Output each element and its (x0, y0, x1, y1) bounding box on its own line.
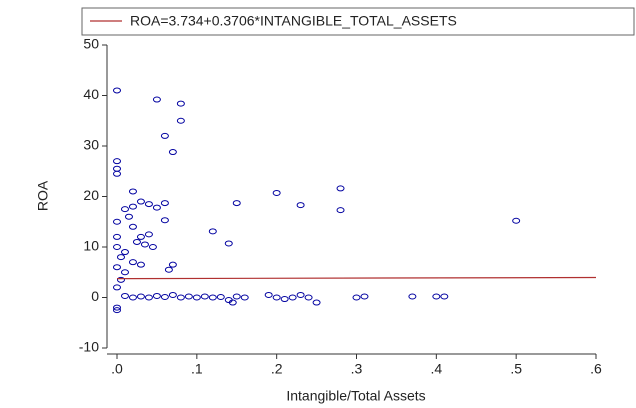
scatter-point (228, 299, 237, 306)
y-tick-label: -10 (79, 339, 99, 355)
scatter-point (128, 223, 137, 230)
scatter-point (192, 294, 201, 301)
scatter-point (336, 185, 345, 192)
scatter-point (136, 261, 145, 268)
scatter-point (120, 269, 129, 276)
scatter-point (168, 261, 177, 268)
scatter-point (264, 291, 273, 298)
scatter-point (432, 293, 441, 300)
scatter-point (232, 293, 241, 300)
scatter-point (296, 291, 305, 298)
legend-label: ROA=3.734+0.3706*INTANGIBLE_TOTAL_ASSETS (130, 13, 457, 29)
x-tick-label: .6 (590, 361, 602, 377)
scatter-point (224, 240, 233, 247)
scatter-point (140, 241, 149, 248)
scatter-point (128, 188, 137, 195)
scatter-point (152, 204, 161, 211)
scatter-point (136, 233, 145, 240)
scatter-point (132, 238, 141, 245)
y-tick-label: 10 (83, 238, 99, 254)
scatter-point (128, 203, 137, 210)
scatter-point (164, 266, 173, 273)
scatter-point (124, 213, 133, 220)
scatter-point (216, 293, 225, 300)
scatter-point (113, 170, 121, 177)
scatter-point (280, 296, 289, 303)
scatter-point (113, 218, 121, 225)
scatter-point (184, 293, 193, 300)
scatter-point (113, 264, 121, 271)
scatter-point (168, 149, 177, 156)
scatter-point (352, 294, 361, 301)
scatter-point (120, 292, 129, 299)
scatter-point (160, 132, 169, 139)
scatter-point (120, 249, 129, 256)
scatter-point (136, 293, 145, 300)
scatter-point (208, 228, 217, 235)
scatter-point (312, 299, 321, 306)
y-tick-label: 20 (83, 187, 99, 203)
y-tick-label: 40 (83, 86, 99, 102)
scatter-point (288, 294, 297, 301)
scatter-point (160, 217, 169, 224)
scatter-point (128, 294, 137, 301)
scatter-point (113, 158, 121, 165)
scatter-point (232, 200, 241, 207)
y-tick-label: 50 (83, 36, 99, 52)
scatter-point (176, 100, 185, 107)
scatter-point (128, 259, 137, 266)
x-tick-label: .4 (430, 361, 442, 377)
scatter-point (113, 284, 121, 291)
scatter-point (113, 87, 121, 94)
scatter-point (296, 202, 305, 209)
scatter-point (440, 293, 449, 300)
scatter-point (176, 117, 185, 124)
scatter-point (144, 201, 153, 208)
scatter-point (168, 291, 177, 298)
scatter-point (113, 233, 121, 240)
x-tick-label: .1 (191, 361, 203, 377)
scatter-point (336, 207, 345, 214)
x-tick-label: .0 (111, 361, 123, 377)
scatter-point (113, 307, 121, 314)
scatter-point (152, 292, 161, 299)
scatter-point (512, 217, 521, 224)
x-tick-label: .5 (510, 361, 522, 377)
scatter-point (148, 244, 157, 250)
scatter-point (200, 293, 209, 300)
scatter-point (208, 294, 217, 301)
scatter-point (113, 165, 121, 172)
scatter-point (272, 294, 281, 301)
y-axis-label: ROA (35, 180, 51, 211)
x-tick-label: .3 (351, 361, 363, 377)
scatter-point (272, 189, 281, 196)
scatter-point (152, 96, 161, 103)
scatter-point (113, 304, 121, 311)
scatter-point (408, 293, 417, 300)
scatter-point (160, 200, 169, 207)
scatter-point (304, 294, 313, 301)
scatter-point (360, 293, 369, 300)
scatter-point (120, 206, 129, 213)
scatter-point (240, 294, 249, 301)
y-tick-label: 0 (91, 288, 99, 304)
scatter-point (144, 231, 153, 238)
scatter-point (144, 294, 153, 301)
scatter-point (116, 254, 125, 261)
legend-box (81, 7, 635, 36)
x-tick-label: .2 (271, 361, 283, 377)
scatter-point (176, 294, 185, 301)
x-axis-label: Intangible/Total Assets (286, 388, 425, 404)
y-tick-label: 30 (83, 137, 99, 153)
scatter-point (160, 293, 169, 300)
fit-line (116, 276, 597, 280)
scatter-point (136, 198, 145, 205)
scatter-point (113, 244, 121, 250)
scatter-point (116, 276, 125, 283)
